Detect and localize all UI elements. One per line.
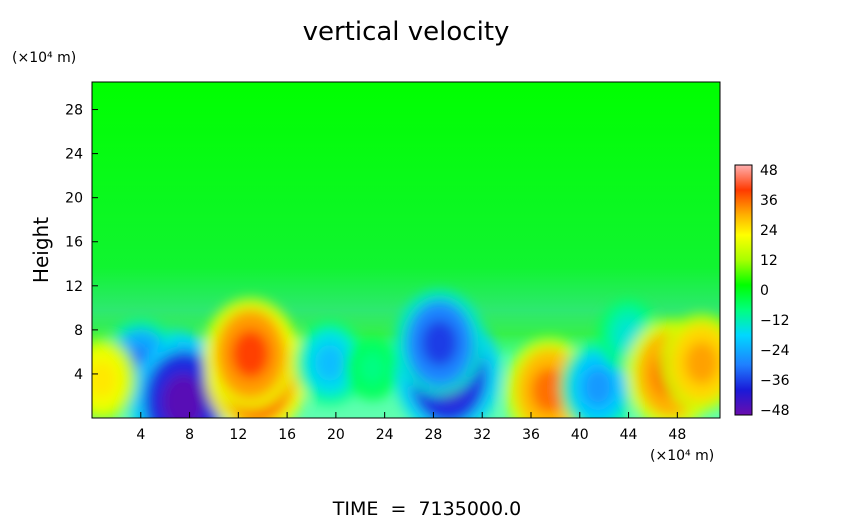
y-tick-label: 28 bbox=[65, 103, 83, 119]
y-unit-label: (×10⁴ m) bbox=[12, 50, 76, 66]
y-tick-label: 4 bbox=[74, 367, 83, 383]
colorbar-ticks: 48 36 24 12 0 −12 −24 −36 −48 bbox=[760, 163, 790, 419]
x-tick-label: 32 bbox=[473, 427, 491, 443]
x-unit-label: (×10⁴ m) bbox=[650, 448, 714, 464]
feature-peak bbox=[421, 319, 458, 367]
time-footer: TIME = 7135000.0 bbox=[332, 498, 521, 519]
plot-area bbox=[92, 82, 720, 418]
y-axis: 4 8 12 16 20 24 28 bbox=[65, 103, 98, 383]
x-tick-label: 36 bbox=[522, 427, 540, 443]
x-axis: 4 8 12 16 20 24 28 32 36 40 44 48 bbox=[136, 412, 686, 443]
x-tick-label: 48 bbox=[668, 427, 686, 443]
x-tick-label: 12 bbox=[229, 427, 247, 443]
x-tick-label: 40 bbox=[571, 427, 589, 443]
colorbar-tick-label: −48 bbox=[760, 403, 790, 419]
colorbar-tick-label: 12 bbox=[760, 253, 778, 269]
plot-frame bbox=[91, 81, 721, 419]
colorbar-tick-label: 24 bbox=[760, 223, 778, 239]
feature-peak bbox=[531, 367, 568, 414]
y-tick-label: 20 bbox=[65, 191, 83, 207]
feature-peak bbox=[361, 354, 384, 383]
x-tick-label: 44 bbox=[620, 427, 638, 443]
x-tick-label: 16 bbox=[278, 427, 296, 443]
colorbar-tick-label: −36 bbox=[760, 373, 790, 389]
x-tick-label: 28 bbox=[425, 427, 443, 443]
feature-peak bbox=[582, 367, 614, 408]
feature-peak bbox=[315, 344, 345, 382]
colorbar-tick-label: 48 bbox=[760, 163, 778, 179]
chart-title: vertical velocity bbox=[303, 17, 510, 47]
x-tick-label: 8 bbox=[185, 427, 194, 443]
colorbar bbox=[734, 164, 753, 416]
x-tick-label: 20 bbox=[327, 427, 345, 443]
y-axis-label: Height bbox=[29, 217, 53, 283]
y-tick-label: 16 bbox=[65, 235, 83, 251]
colorbar-tick-label: 36 bbox=[760, 193, 778, 209]
y-tick-label: 24 bbox=[65, 147, 83, 163]
colorbar-tick-label: −12 bbox=[760, 313, 790, 329]
feature-peak bbox=[684, 341, 719, 385]
x-tick-label: 24 bbox=[376, 427, 394, 443]
colorbar-tick-label: 0 bbox=[760, 283, 769, 299]
x-tick-label: 4 bbox=[136, 427, 145, 443]
feature-peak bbox=[92, 361, 117, 398]
feature-peak bbox=[161, 373, 206, 418]
colorbar-tick-label: −24 bbox=[760, 343, 790, 359]
y-tick-label: 12 bbox=[65, 279, 83, 295]
velocity-features bbox=[92, 289, 720, 418]
y-tick-label: 8 bbox=[74, 323, 83, 339]
feature-peak bbox=[231, 329, 270, 379]
